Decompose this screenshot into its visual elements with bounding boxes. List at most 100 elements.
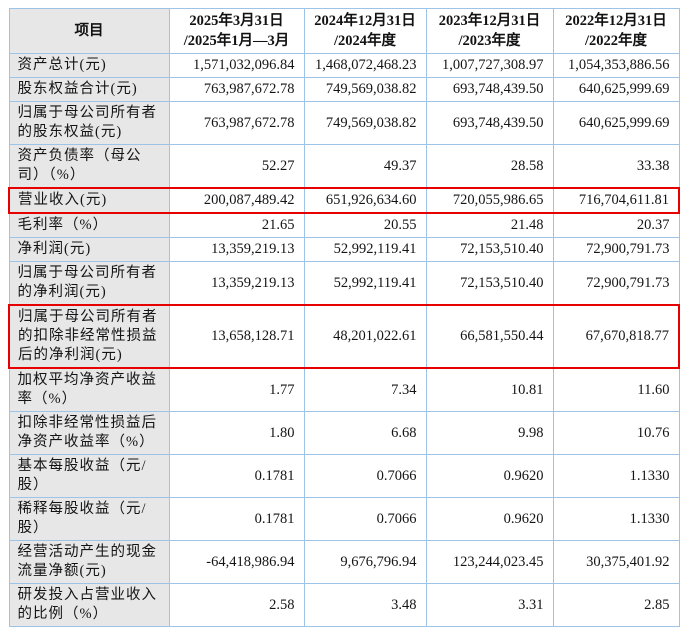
header-line: 2022年12月31日	[565, 13, 667, 29]
table-row: 毛利率（%） 21.65 20.55 21.48 20.37	[8, 212, 680, 238]
row-label: 股东权益合计(元)	[8, 77, 170, 102]
cell-value: 0.7066	[303, 454, 427, 498]
cell-value: 13,359,219.13	[168, 261, 305, 306]
cell-value: 72,900,791.73	[552, 261, 680, 306]
cell-value: 20.37	[552, 212, 680, 238]
cell-value: 9,676,796.94	[303, 540, 427, 584]
cell-value: 0.7066	[303, 497, 427, 541]
cell-value: 1.80	[168, 411, 305, 455]
cell-value: 1,468,072,468.23	[303, 53, 427, 78]
table-body: 资产总计(元) 1,571,032,096.84 1,468,072,468.23 1…	[8, 53, 680, 627]
cell-value: 0.9620	[425, 454, 554, 498]
table-row: 稀释每股收益（元/股） 0.1781 0.7066 0.9620 1.1330	[8, 497, 680, 541]
table-row: 资产总计(元) 1,571,032,096.84 1,468,072,468.23 1…	[8, 53, 680, 78]
table-row: 归属于母公司所有者的扣除非经常性损益后的净利润(元) 13,658,128.71 4…	[8, 304, 680, 369]
cell-value: 763,987,672.78	[168, 101, 305, 145]
table-row: 净利润(元) 13,359,219.13 52,992,119.41 72,153,5…	[8, 237, 680, 262]
cell-value: 1,054,353,886.56	[552, 53, 680, 78]
table-row: 归属于母公司所有者的股东权益(元) 763,987,672.78 749,569,0…	[8, 101, 680, 145]
cell-value: 72,900,791.73	[552, 237, 680, 262]
cell-value: 3.31	[425, 583, 554, 627]
cell-value: 2.58	[168, 583, 305, 627]
cell-value: 21.48	[425, 212, 554, 238]
table-row: 经营活动产生的现金流量净额(元) -64,418,986.94 9,676,796.…	[8, 540, 680, 584]
cell-value: 9.98	[425, 411, 554, 455]
cell-value: 20.55	[303, 212, 427, 238]
table-header: 项目 2025年3月31日 /2025年1月—3月 2024年12月31日 /2…	[8, 8, 680, 54]
row-label: 归属于母公司所有者的股东权益(元)	[8, 101, 170, 145]
header-row: 项目 2025年3月31日 /2025年1月—3月 2024年12月31日 /2…	[8, 8, 680, 54]
column-header-2024: 2024年12月31日 /2024年度	[303, 8, 427, 54]
cell-value: 693,748,439.50	[425, 77, 554, 102]
cell-value: 48,201,022.61	[303, 304, 427, 369]
row-label: 稀释每股收益（元/股）	[8, 497, 170, 541]
cell-value: 1.1330	[552, 497, 680, 541]
cell-value: 21.65	[168, 212, 305, 238]
cell-value: 10.81	[425, 367, 554, 412]
header-line: 项目	[74, 23, 104, 39]
cell-value: 0.1781	[168, 497, 305, 541]
cell-value: 6.68	[303, 411, 427, 455]
cell-value: 1.77	[168, 367, 305, 412]
cell-value: 716,704,611.81	[552, 187, 680, 214]
cell-value: 640,625,999.69	[552, 77, 680, 102]
cell-value: 640,625,999.69	[552, 101, 680, 145]
table-row: 营业收入(元) 200,087,489.42 651,926,634.60 720,0…	[8, 187, 680, 214]
column-header-2025: 2025年3月31日 /2025年1月—3月	[168, 8, 305, 54]
cell-value: 33.38	[552, 144, 680, 189]
header-line: 2023年12月31日	[438, 13, 541, 29]
row-label: 加权平均净资产收益率（%）	[8, 367, 170, 412]
column-header-2022: 2022年12月31日 /2022年度	[552, 8, 680, 54]
row-label: 资产负债率（母公司）（%）	[8, 144, 170, 189]
row-label: 经营活动产生的现金流量净额(元)	[8, 540, 170, 584]
cell-value: 693,748,439.50	[425, 101, 554, 145]
header-line: /2023年度	[458, 33, 521, 49]
table-row: 归属于母公司所有者的净利润(元) 13,359,219.13 52,992,119.…	[8, 261, 680, 306]
cell-value: 7.34	[303, 367, 427, 412]
cell-value: 28.58	[425, 144, 554, 189]
cell-value: 123,244,023.45	[425, 540, 554, 584]
cell-value: 749,569,038.82	[303, 77, 427, 102]
cell-value: 200,087,489.42	[168, 187, 305, 214]
table-row: 扣除非经常性损益后净资产收益率（%） 1.80 6.68 9.98 10.76	[8, 411, 680, 455]
row-label: 基本每股收益（元/股）	[8, 454, 170, 498]
header-line: /2025年1月—3月	[183, 33, 290, 49]
table-row: 研发投入占营业收入的比例（%） 2.58 3.48 3.31 2.85	[8, 583, 680, 627]
cell-value: 13,359,219.13	[168, 237, 305, 262]
cell-value: 52,992,119.41	[303, 237, 427, 262]
header-line: 2025年3月31日	[189, 13, 284, 29]
column-header-2023: 2023年12月31日 /2023年度	[425, 8, 554, 54]
cell-value: 67,670,818.77	[552, 304, 680, 369]
table-row: 加权平均净资产收益率（%） 1.77 7.34 10.81 11.60	[8, 367, 680, 412]
cell-value: 30,375,401.92	[552, 540, 680, 584]
cell-value: 10.76	[552, 411, 680, 455]
cell-value: 0.9620	[425, 497, 554, 541]
cell-value: 3.48	[303, 583, 427, 627]
cell-value: 2.85	[552, 583, 680, 627]
cell-value: 49.37	[303, 144, 427, 189]
cell-value: 651,926,634.60	[303, 187, 427, 214]
cell-value: 720,055,986.65	[425, 187, 554, 214]
cell-value: 11.60	[552, 367, 680, 412]
cell-value: 1,571,032,096.84	[168, 53, 305, 78]
cell-value: 0.1781	[168, 454, 305, 498]
row-label: 资产总计(元)	[8, 53, 170, 78]
cell-value: 72,153,510.40	[425, 237, 554, 262]
row-label: 净利润(元)	[8, 237, 170, 262]
header-line: /2024年度	[333, 33, 397, 49]
cell-value: 52.27	[168, 144, 305, 189]
cell-value: 13,658,128.71	[168, 304, 305, 369]
row-label: 归属于母公司所有者的净利润(元)	[8, 261, 170, 306]
cell-value: 1.1330	[552, 454, 680, 498]
row-label: 研发投入占营业收入的比例（%）	[8, 583, 170, 627]
header-line: 2024年12月31日	[314, 13, 416, 29]
cell-value: -64,418,986.94	[168, 540, 305, 584]
table-row: 股东权益合计(元) 763,987,672.78 749,569,038.82 693…	[8, 77, 680, 102]
row-label: 毛利率（%）	[8, 212, 170, 238]
row-label: 扣除非经常性损益后净资产收益率（%）	[8, 411, 170, 455]
table-row: 资产负债率（母公司）（%） 52.27 49.37 28.58 33.38	[8, 144, 680, 189]
financial-summary-table: 项目 2025年3月31日 /2025年1月—3月 2024年12月31日 /2…	[8, 8, 680, 627]
row-label: 归属于母公司所有者的扣除非经常性损益后的净利润(元)	[8, 304, 170, 369]
cell-value: 66,581,550.44	[425, 304, 554, 369]
